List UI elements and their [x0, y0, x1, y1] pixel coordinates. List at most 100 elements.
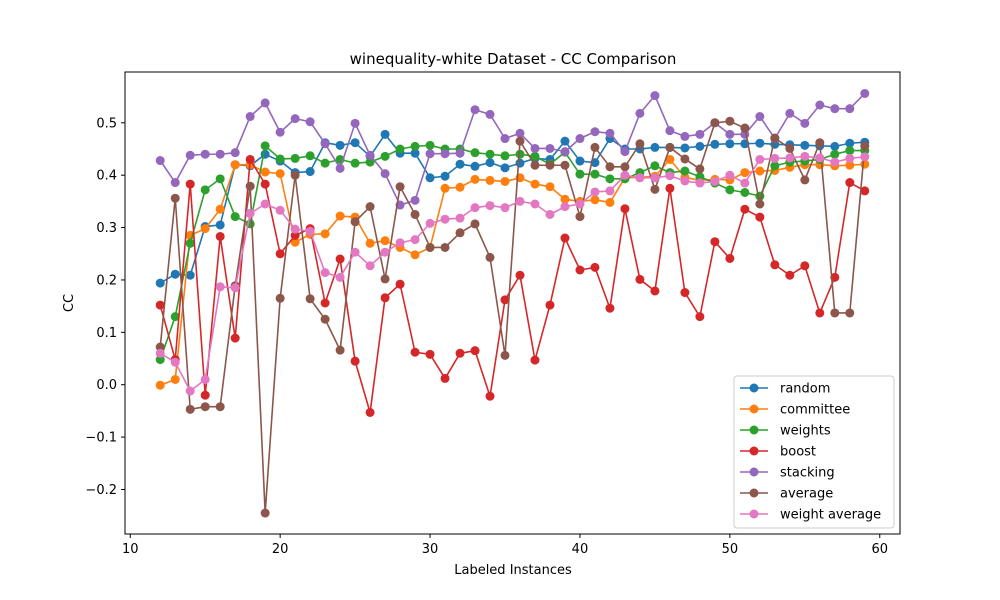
data-point-committee: [230, 160, 240, 170]
y-tick-label: 0.4: [96, 169, 117, 184]
data-point-weight-average: [845, 153, 855, 163]
data-point-stacking: [185, 150, 195, 160]
data-point-weight-average: [455, 213, 465, 223]
data-point-weights: [725, 185, 735, 195]
data-point-stacking: [365, 150, 375, 160]
data-point-average: [305, 294, 315, 304]
data-point-boost: [350, 356, 360, 366]
data-point-boost: [545, 300, 555, 310]
series-line-average: [159, 120, 866, 514]
data-point-stacking: [455, 148, 465, 158]
data-point-average: [500, 350, 510, 360]
data-point-random: [470, 161, 480, 171]
data-point-average: [380, 274, 390, 284]
data-point-average: [335, 345, 345, 355]
data-point-weights: [380, 151, 390, 161]
data-point-weights: [215, 174, 225, 184]
data-point-weight-average: [860, 152, 870, 162]
data-point-weight-average: [665, 171, 675, 181]
series-average: [155, 116, 870, 518]
data-point-average: [830, 308, 840, 318]
data-point-weight-average: [515, 196, 525, 206]
x-axis: 10 20 30 40 50 60: [122, 534, 888, 557]
data-point-weight-average: [440, 214, 450, 224]
legend-swatch-marker: [749, 488, 759, 498]
data-point-committee: [470, 174, 480, 184]
data-point-average: [785, 143, 795, 153]
data-point-committee: [500, 176, 510, 186]
data-point-weight-average: [815, 153, 825, 163]
data-point-committee: [410, 250, 420, 260]
data-point-random: [185, 270, 195, 280]
data-point-stacking: [380, 169, 390, 179]
data-point-average: [485, 252, 495, 262]
data-point-random: [560, 136, 570, 146]
data-point-average: [710, 118, 720, 128]
data-point-boost: [800, 261, 810, 271]
data-point-weight-average: [395, 238, 405, 248]
data-point-weight-average: [830, 157, 840, 167]
data-point-random: [575, 156, 585, 166]
data-point-committee: [590, 195, 600, 205]
data-point-committee: [215, 204, 225, 214]
data-point-stacking: [215, 149, 225, 159]
series-weight-average: [155, 151, 870, 396]
data-point-weights: [515, 149, 525, 159]
data-point-random: [440, 171, 450, 181]
data-point-weight-average: [485, 201, 495, 211]
data-point-random: [215, 220, 225, 230]
data-point-boost: [470, 346, 480, 356]
data-point-average: [470, 219, 480, 229]
data-point-committee: [200, 224, 210, 234]
data-point-stacking: [335, 163, 345, 173]
data-point-weights: [365, 157, 375, 167]
data-point-boost: [605, 303, 615, 313]
data-point-average: [815, 138, 825, 148]
legend-swatch-marker: [749, 425, 759, 435]
data-point-weight-average: [350, 247, 360, 257]
legend-label: average: [780, 487, 833, 502]
data-point-boost: [740, 204, 750, 214]
data-point-stacking: [605, 128, 615, 138]
data-point-average: [260, 508, 270, 518]
data-point-average: [605, 162, 615, 172]
data-point-average: [245, 181, 255, 191]
data-point-boost: [755, 212, 765, 222]
data-point-weight-average: [260, 199, 270, 209]
data-point-stacking: [410, 195, 420, 205]
data-point-stacking: [440, 149, 450, 159]
data-point-average: [425, 242, 435, 252]
data-point-random: [515, 158, 525, 168]
data-point-weight-average: [575, 199, 585, 209]
data-point-average: [515, 136, 525, 146]
data-point-stacking: [230, 148, 240, 158]
legend-entry-random: random: [740, 382, 830, 397]
data-point-random: [845, 138, 855, 148]
y-tick-label: 0.2: [96, 273, 117, 288]
data-point-stacking: [560, 147, 570, 157]
data-point-committee: [845, 160, 855, 170]
data-point-weight-average: [470, 203, 480, 213]
data-point-weight-average: [335, 272, 345, 282]
data-point-stacking: [845, 104, 855, 114]
data-point-boost: [515, 270, 525, 280]
data-point-weight-average: [785, 153, 795, 163]
data-point-stacking: [575, 134, 585, 144]
data-point-boost: [200, 390, 210, 400]
legend-entry-committee: committee: [740, 403, 850, 418]
data-point-average: [740, 123, 750, 133]
data-point-stacking: [425, 149, 435, 159]
data-point-average: [665, 142, 675, 152]
data-point-weight-average: [710, 176, 720, 186]
data-point-boost: [485, 391, 495, 401]
data-point-boost: [860, 186, 870, 196]
data-point-weights: [170, 312, 180, 322]
data-point-weight-average: [620, 170, 630, 180]
legend-swatch-marker: [749, 383, 759, 393]
data-point-weight-average: [530, 199, 540, 209]
data-point-committee: [290, 237, 300, 247]
data-point-weight-average: [635, 173, 645, 183]
legend-swatch-marker: [749, 446, 759, 456]
data-point-average: [635, 139, 645, 149]
